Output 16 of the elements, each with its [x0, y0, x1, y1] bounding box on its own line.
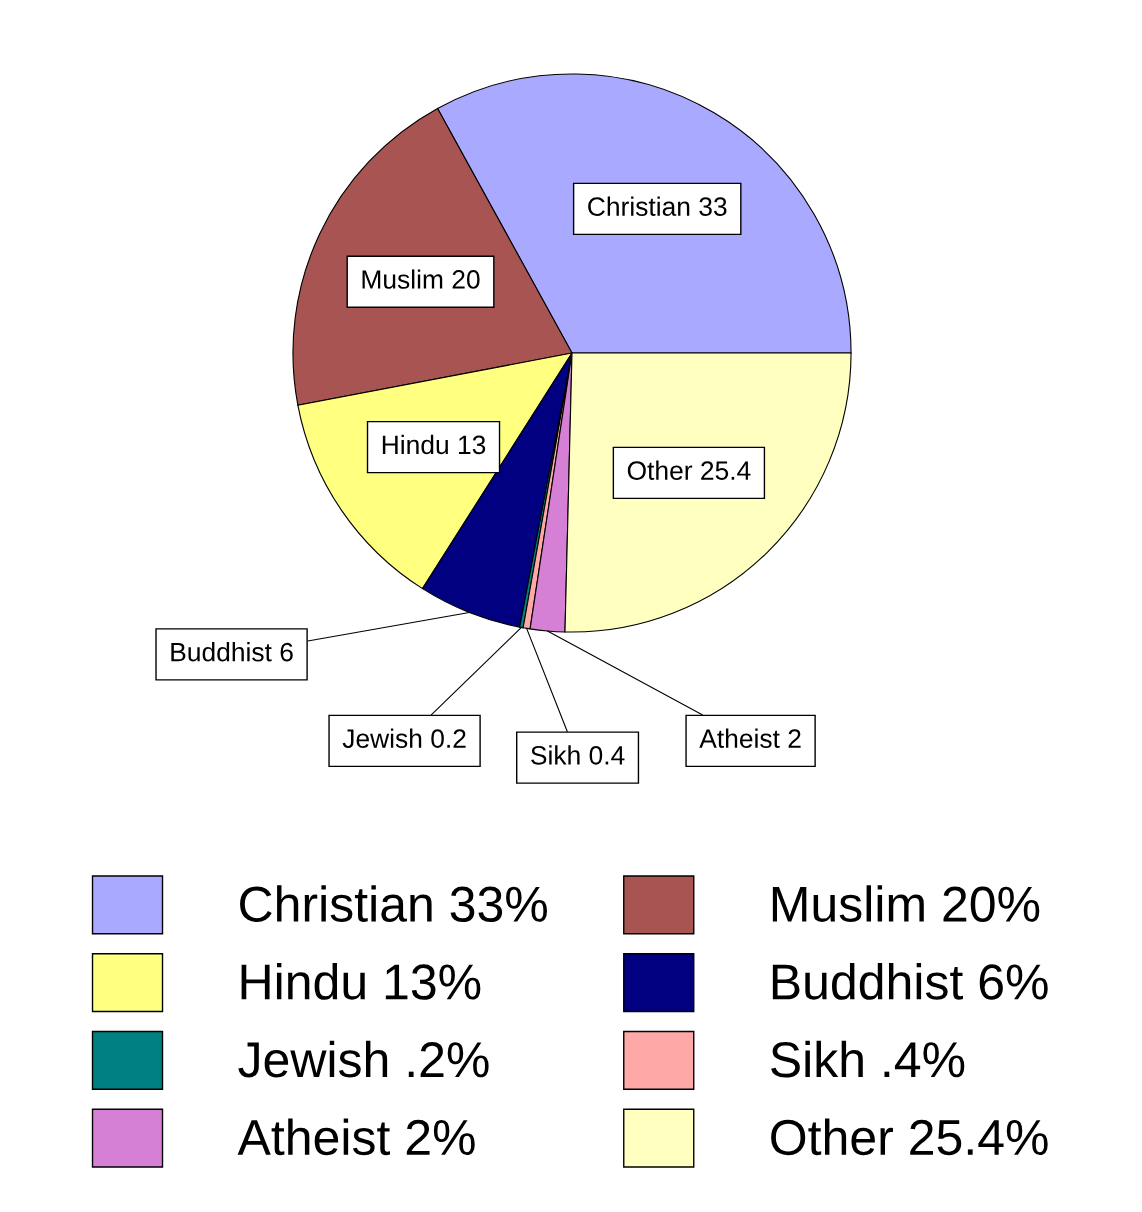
- legend-label: Atheist 2%: [237, 1118, 475, 1156]
- data-label: Other 25.4: [627, 460, 751, 480]
- legend-label: Buddhist 6%: [772, 963, 1048, 1000]
- data-label: Christian 33: [588, 196, 727, 216]
- data-label: Jewish 0.2: [342, 728, 466, 748]
- data-label: Sikh 0.4: [531, 745, 625, 765]
- data-label: Atheist 2: [699, 728, 801, 748]
- legend-label: Jewish .2%: [238, 1040, 489, 1078]
- legend-label: Muslim 20%: [772, 885, 1040, 922]
- legend-label: Christian 33%: [240, 885, 547, 922]
- data-label: Hindu 13: [382, 434, 486, 455]
- data-label: Muslim 20: [362, 269, 480, 289]
- data-label: Buddhist 6: [171, 642, 293, 662]
- legend-label: Other 25.4%: [771, 1118, 1048, 1156]
- legend-label: Sikh .4%: [771, 1040, 965, 1078]
- legend-label: Hindu 13%: [241, 963, 481, 1000]
